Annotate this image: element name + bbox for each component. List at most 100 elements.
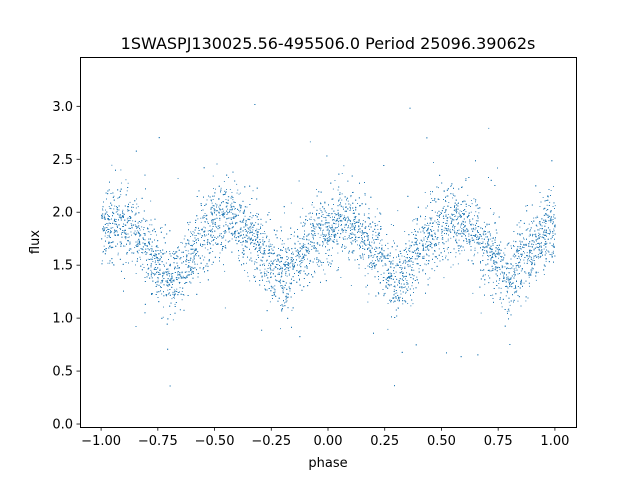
data-point xyxy=(546,235,547,237)
data-point xyxy=(477,235,478,237)
data-point xyxy=(350,204,352,206)
data-point xyxy=(221,237,223,239)
data-point xyxy=(416,276,418,278)
data-point xyxy=(520,284,522,285)
data-point xyxy=(510,245,512,247)
data-point xyxy=(507,278,509,279)
data-point xyxy=(406,283,408,285)
data-point xyxy=(401,269,402,270)
data-point xyxy=(112,227,114,229)
data-point xyxy=(341,199,343,201)
data-point xyxy=(539,242,541,244)
data-point xyxy=(422,245,423,247)
data-point xyxy=(191,270,193,272)
data-point xyxy=(459,214,461,216)
data-point xyxy=(361,224,363,226)
data-point xyxy=(473,255,475,257)
data-point xyxy=(422,270,424,272)
data-point xyxy=(362,233,364,235)
data-point xyxy=(344,224,346,226)
data-point xyxy=(533,217,535,219)
data-point xyxy=(468,241,470,243)
data-point xyxy=(309,244,311,245)
data-point xyxy=(159,273,161,275)
data-point xyxy=(266,270,268,272)
data-point xyxy=(525,300,527,302)
data-point xyxy=(250,252,252,254)
data-point xyxy=(262,240,264,242)
data-point xyxy=(399,261,401,263)
data-point xyxy=(550,217,552,219)
data-point xyxy=(491,237,493,239)
data-point xyxy=(543,237,545,239)
data-point xyxy=(525,272,527,274)
data-point xyxy=(387,278,388,279)
data-point xyxy=(387,248,389,250)
data-point xyxy=(373,255,375,257)
data-point xyxy=(285,271,287,272)
data-point xyxy=(523,259,525,261)
data-point xyxy=(235,213,237,215)
data-point xyxy=(175,277,177,279)
data-point xyxy=(362,245,364,247)
data-point xyxy=(137,232,139,234)
data-point xyxy=(391,275,393,277)
data-point xyxy=(428,250,430,251)
data-point xyxy=(271,276,272,278)
data-point xyxy=(409,266,411,267)
data-point xyxy=(124,245,126,247)
data-point xyxy=(120,243,122,245)
data-point xyxy=(455,252,457,254)
data-point xyxy=(225,221,227,223)
data-points xyxy=(101,104,556,387)
data-point xyxy=(140,234,142,236)
data-point xyxy=(527,258,529,260)
data-point xyxy=(175,290,177,292)
data-point xyxy=(232,199,234,201)
data-point xyxy=(120,194,122,196)
data-point xyxy=(186,259,188,261)
data-point xyxy=(400,290,401,292)
data-point xyxy=(451,215,453,216)
data-point xyxy=(483,231,485,233)
data-point xyxy=(438,221,440,223)
data-point xyxy=(187,250,189,252)
data-point xyxy=(142,249,144,251)
data-point xyxy=(450,185,452,186)
data-point xyxy=(428,224,430,226)
data-point xyxy=(129,248,131,250)
data-point xyxy=(308,242,309,244)
data-point xyxy=(114,223,116,225)
data-point xyxy=(327,226,328,228)
data-point xyxy=(157,261,159,263)
data-point xyxy=(493,261,495,262)
data-point xyxy=(177,272,179,274)
data-point xyxy=(373,242,375,244)
data-point xyxy=(137,226,138,228)
data-point xyxy=(151,224,153,226)
data-point xyxy=(498,257,499,259)
data-point xyxy=(400,265,402,266)
data-point xyxy=(387,328,389,330)
data-point xyxy=(521,254,523,256)
data-point xyxy=(529,285,530,287)
data-point xyxy=(380,240,381,242)
data-point xyxy=(437,215,439,217)
data-point xyxy=(218,206,220,208)
data-point xyxy=(416,240,417,242)
data-point xyxy=(114,205,116,207)
data-point xyxy=(327,232,329,234)
data-point xyxy=(319,228,320,229)
data-point xyxy=(317,242,319,243)
data-point xyxy=(349,223,351,225)
data-point xyxy=(103,245,105,247)
data-point xyxy=(144,239,146,241)
data-point xyxy=(501,306,503,308)
data-point xyxy=(236,183,238,185)
data-point xyxy=(192,240,194,242)
data-point xyxy=(160,255,162,257)
data-point xyxy=(104,235,106,237)
data-point xyxy=(172,252,173,254)
data-point xyxy=(291,309,293,311)
data-point xyxy=(373,263,375,264)
